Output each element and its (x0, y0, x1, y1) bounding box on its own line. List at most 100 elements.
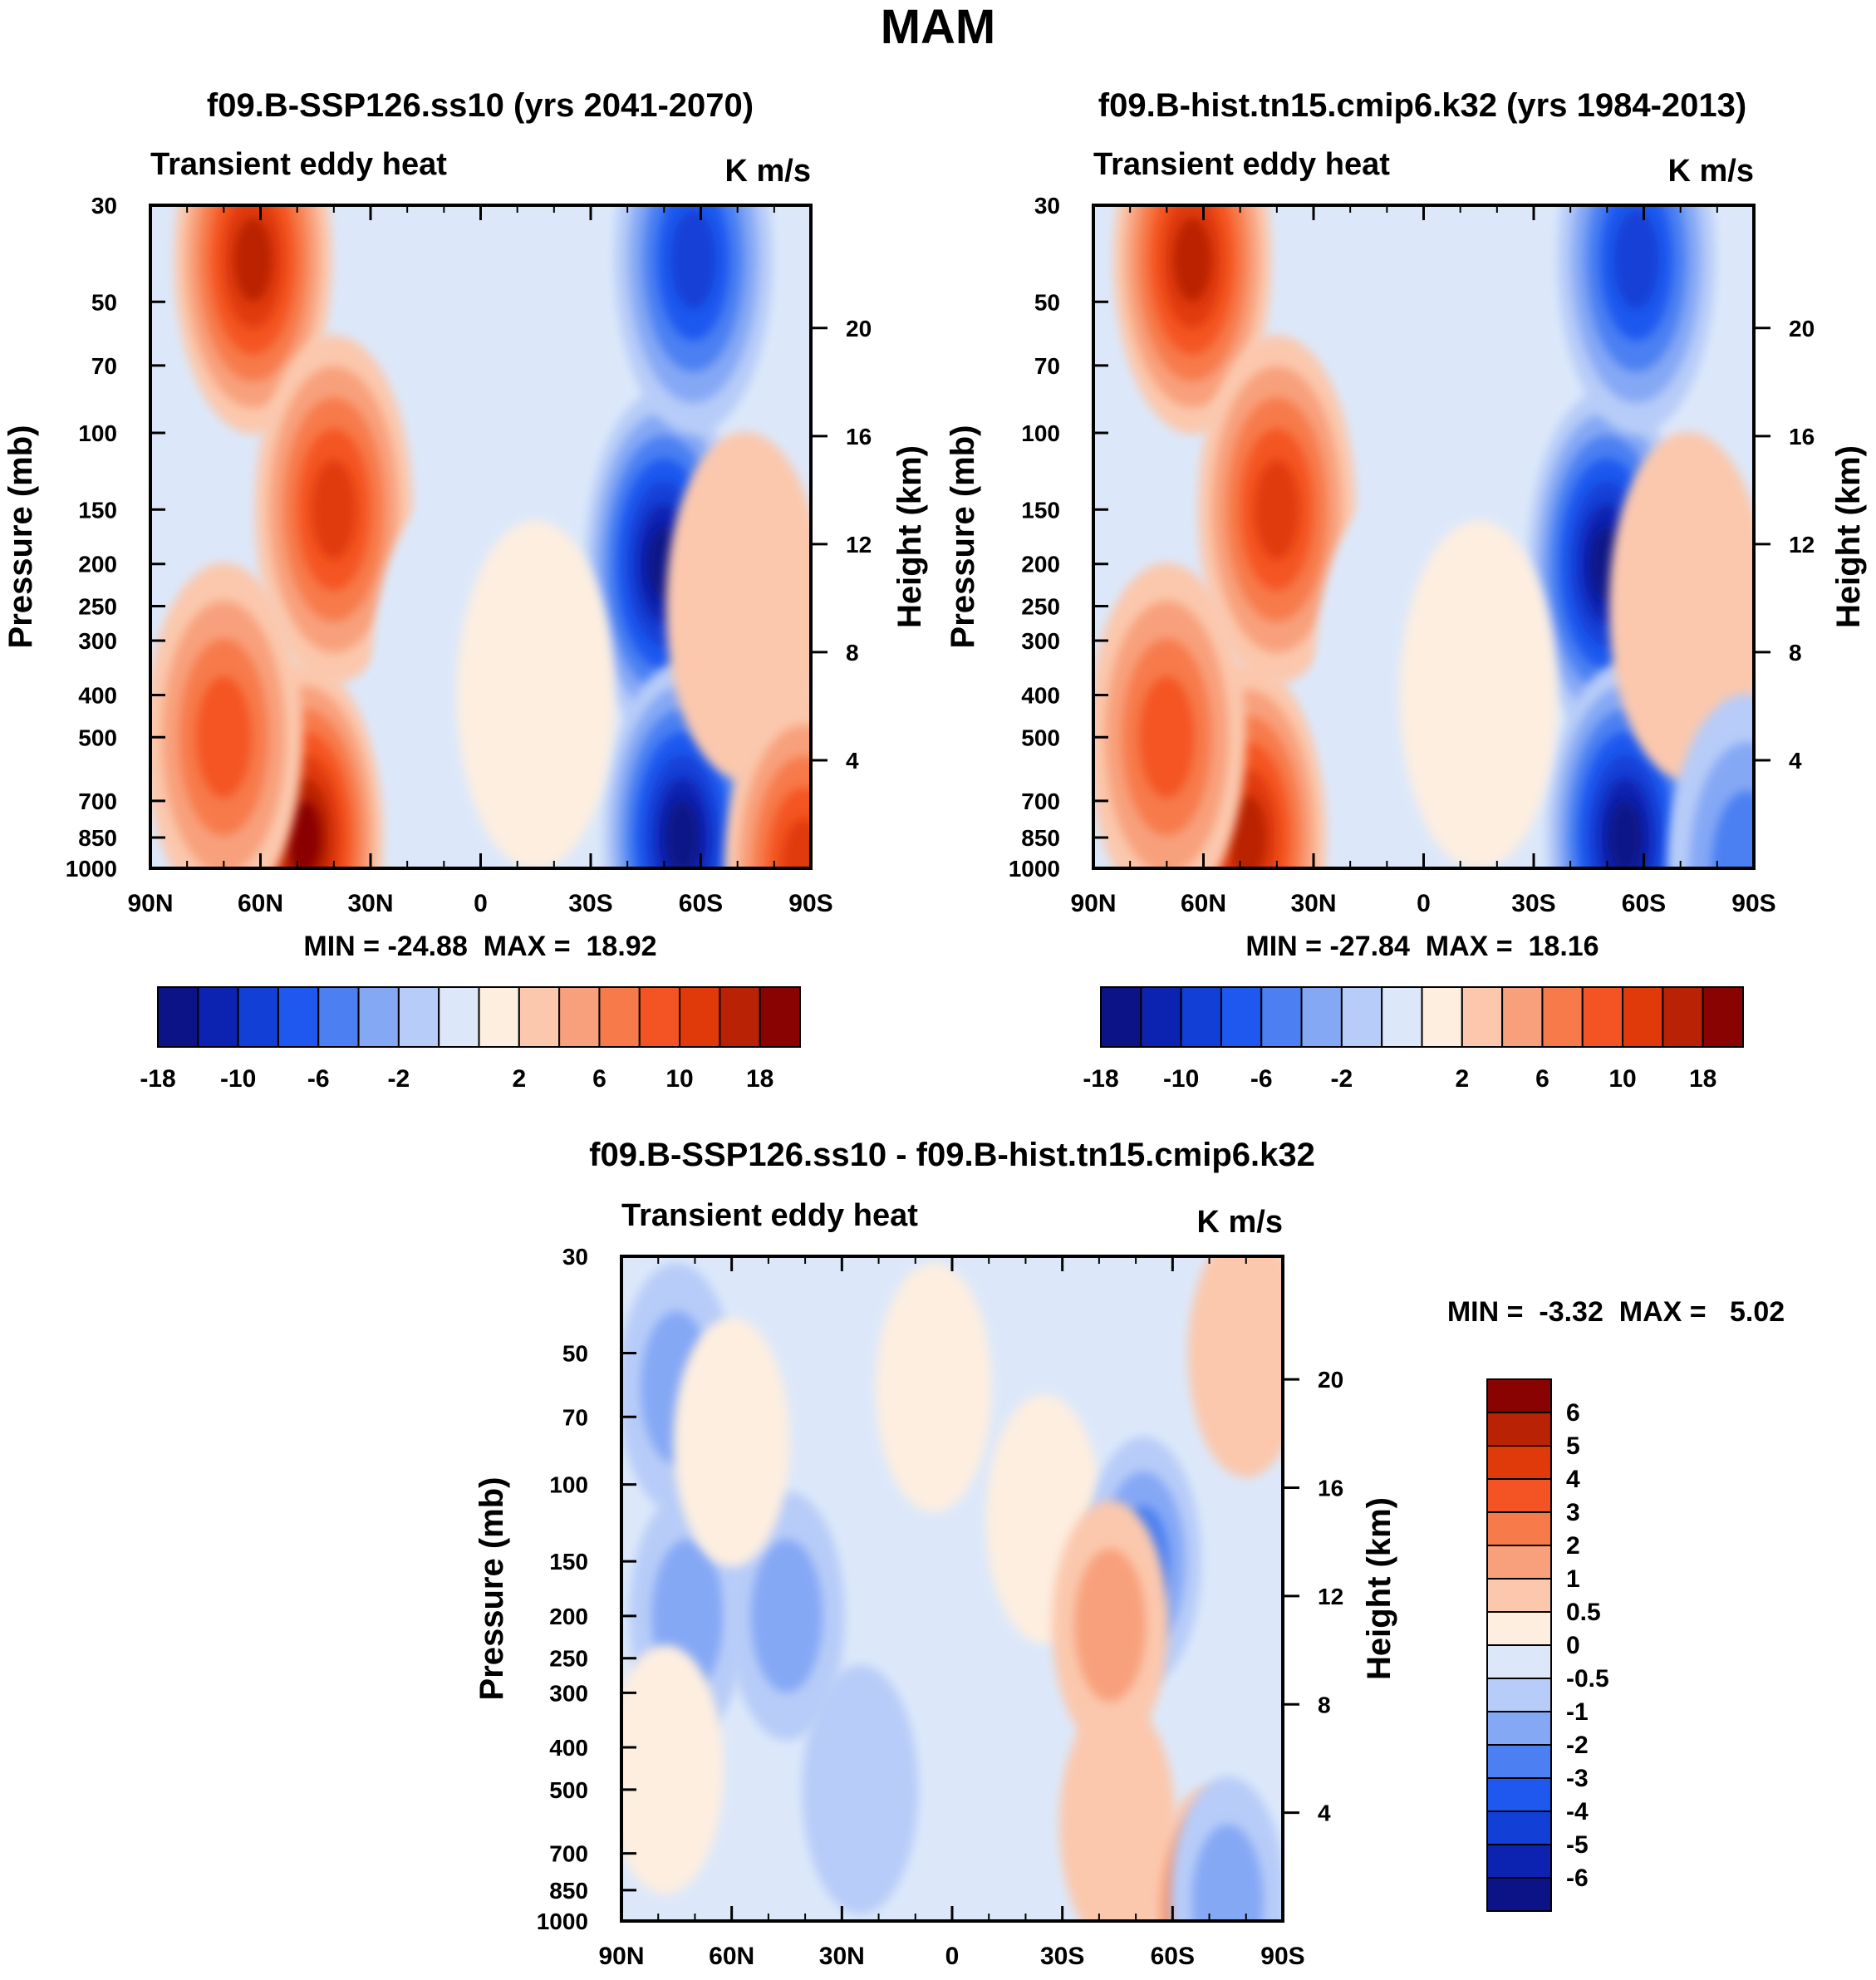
y-tick-label: 850 (78, 825, 117, 851)
contour-level (311, 459, 356, 560)
colorbar-swatch (1486, 1545, 1552, 1580)
colorbar-label: 5 (1566, 1432, 1580, 1460)
contour-level (802, 1664, 919, 1914)
colorbar-label: -5 (1566, 1831, 1589, 1859)
colorbar-label: -6 (307, 1065, 330, 1093)
contour-level (1613, 209, 1659, 310)
contour-level (1399, 520, 1558, 868)
contour-level (670, 209, 716, 310)
panel-title: f09.B-hist.tn15.cmip6.k32 (yrs 1984-2013… (1098, 87, 1746, 124)
y-tick-label: 400 (549, 1735, 588, 1761)
y-tick-label: 100 (78, 420, 117, 446)
x-tick-label: 0 (474, 890, 488, 917)
contour-level (287, 800, 322, 868)
y-tick-label: 250 (78, 594, 117, 620)
colorbar-label: -2 (1331, 1065, 1353, 1093)
contour-plot: 90N 60N 30N 0 30S 60S 90S 30 50 70 100 150 200 250 300… (66, 193, 872, 917)
y2-tick-label: 8 (846, 640, 859, 666)
y2-tick-label: 20 (1789, 316, 1815, 341)
colorbar-swatch (1486, 1744, 1552, 1779)
colorbar-swatch (1486, 1810, 1552, 1845)
colorbar-label: -1 (1566, 1698, 1589, 1726)
colorbar-label: 2 (1455, 1065, 1469, 1093)
y-tick-label: 250 (549, 1646, 588, 1672)
y-tick-label: 700 (78, 789, 117, 814)
colorbar-label: 3 (1566, 1499, 1580, 1526)
colorbar-swatch (1140, 986, 1182, 1048)
units-label: K m/s (1197, 1205, 1283, 1240)
colorbar-label: 10 (665, 1065, 693, 1093)
panel-title: f09.B-SSP126.ss10 (yrs 2041-2070) (207, 87, 754, 124)
panel-title: f09.B-SSP126.ss10 - f09.B-hist.tn15.cmip… (589, 1137, 1315, 1173)
colorbar-label: -10 (220, 1065, 256, 1093)
colorbar-swatch (1662, 986, 1704, 1048)
y2-tick-label: 12 (846, 532, 872, 558)
y-tick-label: 50 (1034, 289, 1060, 315)
contour-level (1608, 800, 1643, 868)
colorbar-swatch (759, 986, 801, 1048)
colorbar: 6 5 4 3 2 1 0.5 0 -0.5 -1 -2 -3 -4 -5 -6 (1486, 1378, 1609, 1912)
x-tick-label: 30S (1040, 1943, 1084, 1970)
colorbar-swatch (1381, 986, 1423, 1048)
y-tick-label: 30 (562, 1244, 588, 1270)
contour-level (1228, 795, 1267, 868)
colorbar-swatch (1100, 986, 1142, 1048)
y-tick-label: 50 (91, 289, 117, 315)
contour-level (875, 1263, 992, 1513)
colorbar-label: -2 (1566, 1732, 1589, 1759)
contour-level (1711, 790, 1754, 868)
colorbar-swatch (1421, 986, 1463, 1048)
y2-tick-label: 16 (1789, 424, 1815, 450)
variable-label: Transient eddy heat (621, 1198, 918, 1233)
contour-level (673, 1317, 790, 1567)
contour-level (1139, 676, 1195, 798)
colorbar-label: 18 (1689, 1065, 1716, 1093)
min-max-label: MIN = -3.32 MAX = 5.02 (1447, 1296, 1785, 1328)
x-tick-label: 90N (598, 1943, 644, 1970)
x-tick-label: 30N (819, 1943, 865, 1970)
x-tick-label: 30S (1511, 890, 1555, 917)
colorbar-label: 0 (1566, 1632, 1580, 1659)
x-tick-label: 90S (1731, 890, 1775, 917)
colorbar-label: -0.5 (1566, 1665, 1609, 1693)
contour-level (1074, 1548, 1147, 1702)
colorbar-swatch (719, 986, 761, 1048)
colorbar-label: -18 (1083, 1065, 1118, 1093)
contour-level (665, 800, 700, 868)
colorbar-label: 2 (1566, 1532, 1580, 1560)
colorbar-swatch (197, 986, 239, 1048)
y-tick-label: 150 (78, 497, 117, 523)
contour-level (1191, 1824, 1264, 1921)
y-tick-label: 200 (549, 1604, 588, 1629)
colorbar-swatch (598, 986, 641, 1048)
colorbar: -18 -10 -6 -2 2 6 10 18 (1083, 986, 1744, 1093)
colorbar-swatch (679, 986, 721, 1048)
colorbar-label: 0.5 (1566, 1599, 1601, 1626)
min-max-label: MIN = -27.84 MAX = 18.16 (1245, 931, 1599, 962)
colorbar-swatch (1486, 1478, 1552, 1513)
y-axis-label: Pressure (mb) (2, 425, 39, 649)
colorbar-label: 10 (1608, 1065, 1636, 1093)
colorbar-label: -4 (1566, 1798, 1589, 1825)
colorbar-swatch (1300, 986, 1343, 1048)
y-tick-label: 400 (78, 682, 117, 708)
contour-level (781, 818, 811, 868)
colorbar-swatch (1486, 1877, 1552, 1912)
colorbar-swatch (1486, 1844, 1552, 1879)
colorbar-label: -10 (1163, 1065, 1199, 1093)
colorbar-swatch (1461, 986, 1504, 1048)
colorbar-label: -6 (1566, 1865, 1589, 1892)
colorbar-swatch (357, 986, 400, 1048)
units-label: K m/s (725, 154, 811, 189)
units-label: K m/s (1668, 154, 1754, 189)
colorbar-swatch (1340, 986, 1383, 1048)
y-tick-label: 500 (78, 725, 117, 750)
contour-level (196, 676, 252, 798)
y2-tick-label: 20 (846, 316, 872, 341)
colorbar-swatch (438, 986, 480, 1048)
y-tick-label: 100 (549, 1472, 588, 1498)
x-tick-label: 90N (1070, 890, 1116, 917)
x-tick-label: 30N (347, 890, 393, 917)
x-tick-label: 60N (1181, 890, 1226, 917)
y-tick-label: 100 (1021, 420, 1060, 446)
